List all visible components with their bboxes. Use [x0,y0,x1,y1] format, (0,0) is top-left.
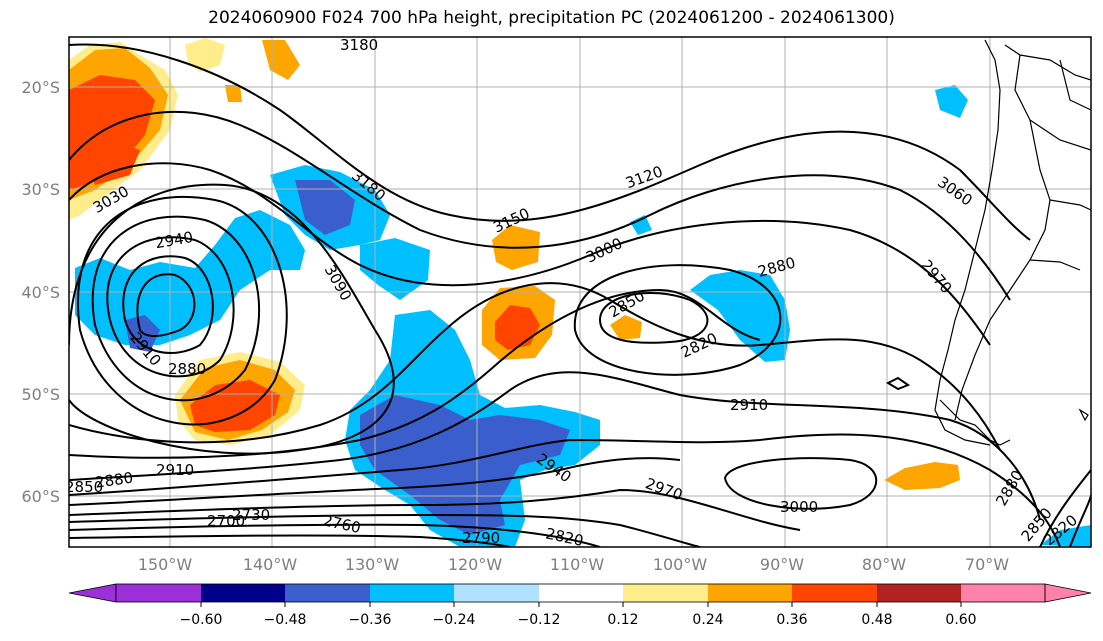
contour-label: 2820 [544,524,585,550]
latitude-labels: 20°S 30°S 40°S 50°S 60°S [21,78,60,506]
colorbar-segment [454,584,539,602]
contour-label: 2910 [730,396,768,414]
colorbar-segment [68,583,117,603]
colorbar-segment [1044,583,1092,603]
lon-label-110w: 110°W [550,555,605,574]
lon-label-140w: 140°W [243,555,298,574]
colorbar: −0.60 −0.48 −0.36 −0.24 −0.12 0.12 0.24 … [68,583,1092,628]
height-contours [69,43,1091,547]
colorbar-tick-label: −0.60 [180,612,223,628]
colorbar-segment [623,584,708,602]
coastline [934,39,1091,446]
contour-label: 2880 [94,469,134,492]
lon-label-150w: 150°W [138,555,193,574]
map-title: 2024060900 F024 700 hPa height, precipit… [208,8,895,28]
colorbar-segment [877,584,961,602]
colorbar-tick-label: −0.24 [433,612,476,628]
colorbar-tick-label: −0.12 [518,612,561,628]
colorbar-segment [708,584,792,602]
lon-label-120w: 120°W [448,555,503,574]
contour-label: 2910 [156,461,194,479]
lat-label-30s: 30°S [21,180,60,199]
contour-label: 2880 [168,360,206,378]
plot-area: 3180 3180 3120 3150 3060 3030 2940 3090 … [65,36,1091,550]
contour-label: 3000 [780,498,818,516]
colorbar-segment [370,584,454,602]
contour-label: 2730 [232,506,270,524]
lon-label-90w: 90°W [760,555,804,574]
longitude-labels: 150°W 140°W 130°W 120°W 110°W 100°W 90°W… [138,555,1009,574]
colorbar-segment [792,584,877,602]
contour-label: 2700 [207,512,245,530]
colorbar-tick-label: 0.24 [692,612,723,628]
colorbar-segment [285,584,370,602]
lat-label-20s: 20°S [21,78,60,97]
graticule [69,37,1091,547]
colorbar-tick-label: −0.36 [349,612,392,628]
lat-label-60s: 60°S [21,487,60,506]
colorbar-segment [201,584,285,602]
contour-label: 2790 [462,529,500,547]
lon-label-70w: 70°W [965,555,1009,574]
colorbar-tick-label: 0.36 [776,612,807,628]
contour-label: 2850 [65,478,103,496]
colorbar-tick-label: 0.48 [861,612,892,628]
colorbar-segment [116,584,201,602]
lon-label-80w: 80°W [862,555,906,574]
lat-label-40s: 40°S [21,283,60,302]
colorbar-tick-label: −0.48 [264,612,307,628]
lon-label-130w: 130°W [345,555,400,574]
contour-label: 3180 [340,36,378,54]
colorbar-segment [539,584,623,602]
colorbar-tick-label: 0.12 [607,612,638,628]
colorbar-tick-label: 0.60 [945,612,976,628]
lon-label-100w: 100°W [653,555,708,574]
colorbar-segment [961,584,1045,602]
lat-label-50s: 50°S [21,385,60,404]
colorbar-ticks [200,602,962,607]
map-frame [68,36,1092,548]
